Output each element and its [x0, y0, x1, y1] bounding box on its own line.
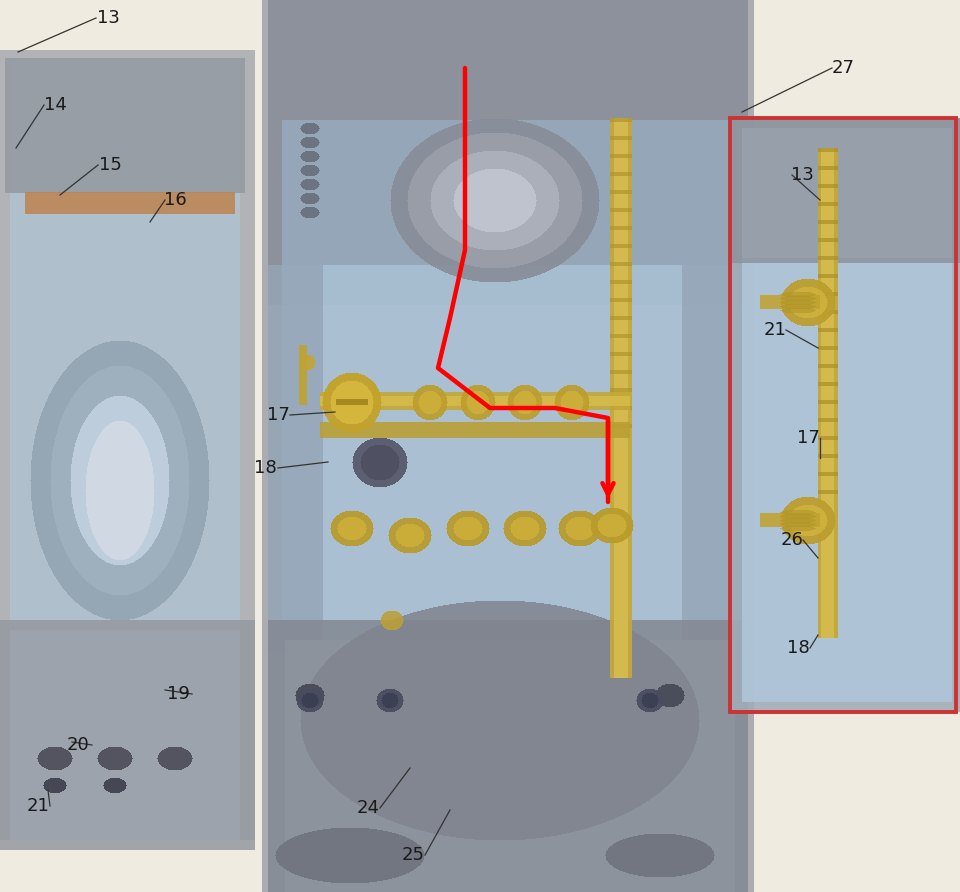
Text: 17: 17	[267, 406, 289, 424]
Text: 17: 17	[797, 429, 820, 447]
Text: 14: 14	[43, 96, 66, 114]
Text: 21: 21	[27, 797, 49, 815]
Text: 18: 18	[253, 459, 276, 477]
Text: 18: 18	[786, 639, 809, 657]
Text: 21: 21	[763, 321, 786, 339]
Text: 26: 26	[780, 531, 804, 549]
Text: 16: 16	[163, 191, 186, 209]
Text: 25: 25	[401, 846, 424, 864]
Text: 13: 13	[97, 9, 119, 27]
Text: 20: 20	[66, 736, 89, 754]
Text: 24: 24	[356, 799, 379, 817]
Text: 13: 13	[791, 166, 813, 184]
Text: 19: 19	[167, 685, 189, 703]
Text: 27: 27	[831, 59, 854, 77]
Text: 15: 15	[99, 156, 121, 174]
